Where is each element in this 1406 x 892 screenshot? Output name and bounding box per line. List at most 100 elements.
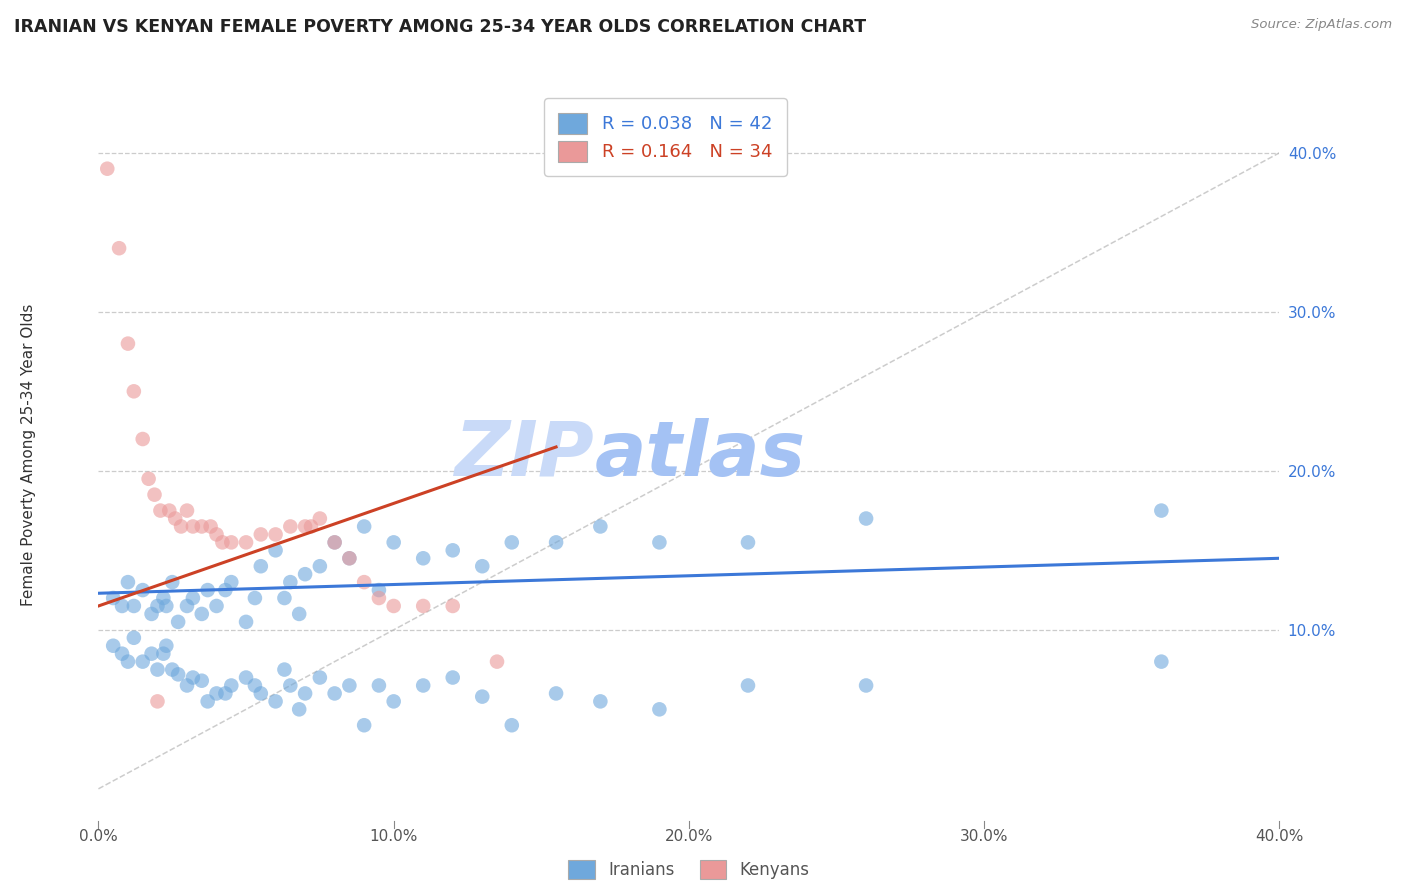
Point (273, 663, 295, 677)
Point (219, 575, 242, 590)
Point (1150, 503, 1173, 517)
Point (111, 647, 134, 661)
Point (648, 702, 671, 716)
Point (205, 527, 228, 541)
Point (273, 591, 295, 605)
Point (219, 535, 242, 549)
Point (544, 535, 567, 549)
Point (337, 678, 360, 692)
Point (250, 686, 273, 700)
Point (141, 607, 163, 621)
Point (181, 671, 204, 685)
Point (132, 655, 155, 669)
Point (146, 694, 169, 708)
Point (1150, 655, 1173, 669)
Point (278, 519, 302, 533)
Point (132, 583, 155, 598)
Point (181, 591, 204, 605)
Point (197, 694, 219, 708)
Point (152, 647, 174, 661)
Point (205, 686, 228, 700)
Point (288, 607, 311, 621)
Point (191, 519, 214, 533)
Text: ZIP: ZIP (454, 418, 595, 491)
Point (278, 575, 302, 590)
Point (235, 615, 257, 629)
Legend: Iranians, Kenyans: Iranians, Kenyans (561, 853, 817, 886)
Point (176, 599, 198, 613)
Point (132, 432, 155, 446)
Point (855, 678, 877, 692)
Point (157, 503, 180, 517)
Point (155, 599, 177, 613)
Point (170, 519, 193, 533)
Point (235, 671, 257, 685)
Point (264, 694, 287, 708)
Text: IRANIAN VS KENYAN FEMALE POVERTY AMONG 25-34 YEAR OLDS CORRELATION CHART: IRANIAN VS KENYAN FEMALE POVERTY AMONG 2… (14, 18, 866, 36)
Point (323, 686, 346, 700)
Point (589, 519, 612, 533)
Point (117, 575, 139, 590)
Point (294, 567, 316, 582)
Point (111, 599, 134, 613)
Point (122, 599, 145, 613)
Point (412, 551, 434, 566)
Point (165, 511, 187, 525)
Point (250, 559, 273, 574)
Point (382, 599, 405, 613)
Point (382, 535, 405, 549)
Point (337, 551, 360, 566)
Point (149, 503, 172, 517)
Point (855, 511, 877, 525)
Point (294, 686, 316, 700)
Point (382, 694, 405, 708)
Point (250, 527, 273, 541)
Point (214, 583, 236, 598)
Point (181, 519, 204, 533)
Point (278, 678, 302, 692)
Point (191, 673, 214, 688)
Point (122, 384, 145, 399)
Point (441, 599, 464, 613)
Point (117, 655, 139, 669)
Point (264, 527, 287, 541)
Point (337, 551, 360, 566)
Point (737, 678, 759, 692)
Point (368, 678, 391, 692)
Point (264, 543, 287, 558)
Point (162, 663, 183, 677)
Point (138, 472, 160, 486)
Point (176, 678, 198, 692)
Point (122, 631, 145, 645)
Point (441, 543, 464, 558)
Point (117, 336, 139, 351)
Point (299, 519, 322, 533)
Point (96, 161, 118, 176)
Point (294, 519, 316, 533)
Point (412, 678, 434, 692)
Point (501, 718, 523, 732)
Point (412, 599, 434, 613)
Y-axis label: Female Poverty Among 25-34 Year Olds: Female Poverty Among 25-34 Year Olds (21, 304, 37, 606)
Point (353, 718, 375, 732)
Point (309, 511, 332, 525)
Point (243, 591, 266, 605)
Point (353, 519, 375, 533)
Point (146, 599, 169, 613)
Point (155, 639, 177, 653)
Point (176, 503, 198, 517)
Point (544, 686, 567, 700)
Point (167, 615, 190, 629)
Point (323, 535, 346, 549)
Point (162, 575, 183, 590)
Point (211, 535, 233, 549)
Point (323, 535, 346, 549)
Point (486, 655, 509, 669)
Point (471, 559, 494, 574)
Point (737, 535, 759, 549)
Point (471, 690, 494, 704)
Point (309, 559, 332, 574)
Point (200, 519, 222, 533)
Text: atlas: atlas (595, 418, 806, 491)
Point (501, 535, 523, 549)
